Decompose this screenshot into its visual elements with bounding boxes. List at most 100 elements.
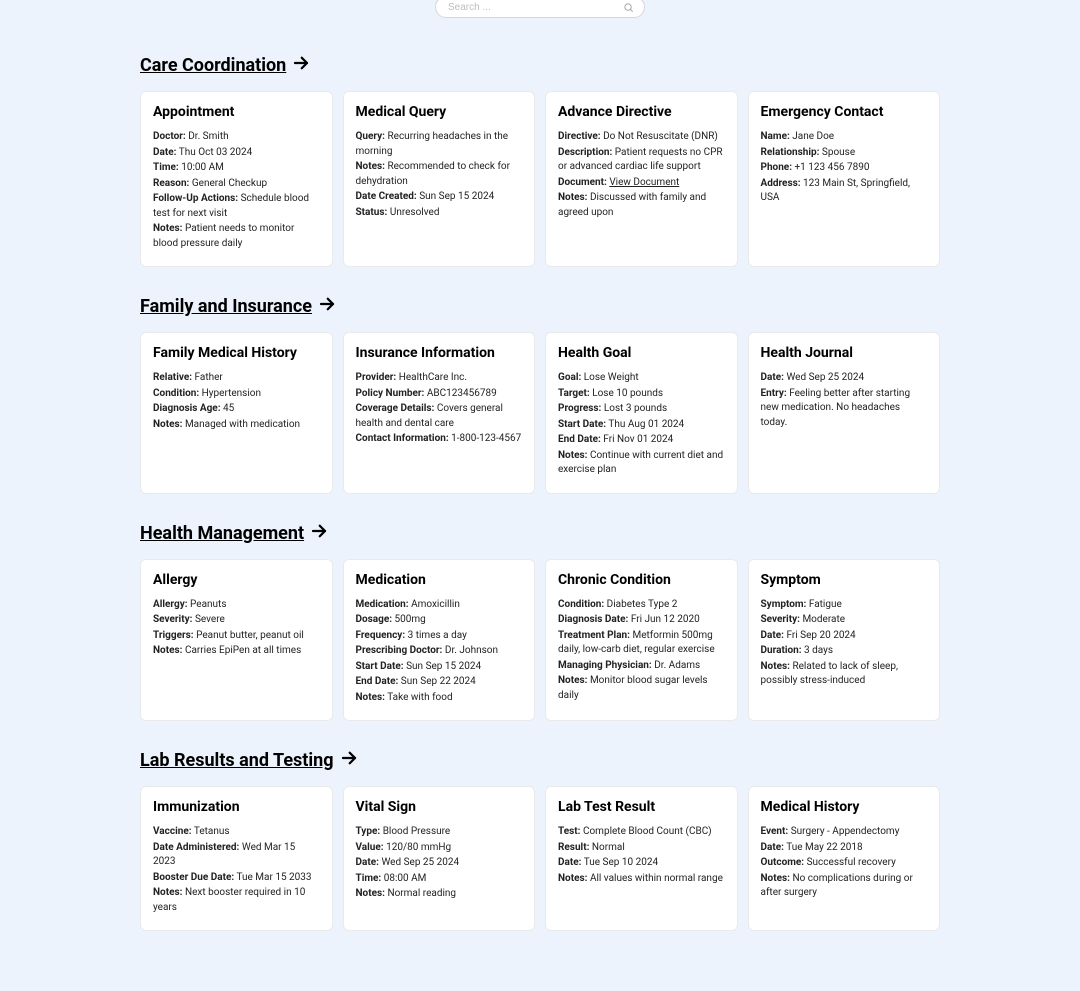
field-value: Fatigue bbox=[809, 599, 842, 610]
card-field: End Date: Sun Sep 22 2024 bbox=[356, 675, 523, 690]
field-label: Relative: bbox=[153, 372, 192, 383]
field-label: Progress: bbox=[558, 403, 601, 414]
field-label: Date Administered: bbox=[153, 842, 239, 853]
field-label: Notes: bbox=[761, 661, 790, 672]
card-field: Severity: Severe bbox=[153, 613, 320, 628]
card-field: Relative: Father bbox=[153, 371, 320, 386]
card-field: Test: Complete Blood Count (CBC) bbox=[558, 825, 725, 840]
field-label: Target: bbox=[558, 388, 590, 399]
card-field: Policy Number: ABC123456789 bbox=[356, 387, 523, 402]
section-title-lab[interactable]: Lab Results and Testing bbox=[140, 749, 940, 772]
field-label: Booster Due Date: bbox=[153, 872, 234, 883]
field-label: Diagnosis Date: bbox=[558, 614, 628, 625]
field-value: Peanuts bbox=[190, 599, 226, 610]
card-field: Outcome: Successful recovery bbox=[761, 856, 928, 871]
field-value: Fri Jun 12 2020 bbox=[631, 614, 700, 625]
field-value: Wed Sep 25 2024 bbox=[381, 857, 459, 868]
card-field: Document: View Document bbox=[558, 176, 725, 191]
card-field: Status: Unresolved bbox=[356, 206, 523, 221]
field-label: Date: bbox=[356, 857, 379, 868]
card-field: Notes: Discussed with family and agreed … bbox=[558, 191, 725, 220]
card-title: Health Goal bbox=[558, 345, 725, 361]
field-label: Frequency: bbox=[356, 630, 406, 641]
card-field: Directive: Do Not Resuscitate (DNR) bbox=[558, 130, 725, 145]
field-value: 10:00 AM bbox=[181, 162, 224, 173]
field-label: Severity: bbox=[153, 614, 192, 625]
field-label: Treatment Plan: bbox=[558, 630, 630, 641]
card-field: Time: 08:00 AM bbox=[356, 872, 523, 887]
card-field: Date: Tue Sep 10 2024 bbox=[558, 856, 725, 871]
card-field: Follow-Up Actions: Schedule blood test f… bbox=[153, 192, 320, 221]
field-value: Fri Sep 20 2024 bbox=[786, 630, 855, 641]
field-value: General Checkup bbox=[192, 178, 267, 189]
field-label: Symptom: bbox=[761, 599, 807, 610]
field-value: Spouse bbox=[822, 147, 855, 158]
field-value-link[interactable]: View Document bbox=[609, 177, 679, 188]
field-label: Notes: bbox=[356, 161, 385, 172]
card-field: Target: Lose 10 pounds bbox=[558, 387, 725, 402]
field-value: Peanut butter, peanut oil bbox=[196, 630, 304, 641]
card: AllergyAllergy: PeanutsSeverity: SevereT… bbox=[140, 559, 333, 722]
field-label: Name: bbox=[761, 131, 790, 142]
section-title-text: Care Coordination bbox=[140, 55, 286, 76]
field-label: Date: bbox=[761, 372, 784, 383]
card-field: Diagnosis Date: Fri Jun 12 2020 bbox=[558, 613, 725, 628]
card-field: Notes: No complications during or after … bbox=[761, 872, 928, 901]
card-field: Frequency: 3 times a day bbox=[356, 629, 523, 644]
card-field: Start Date: Thu Aug 01 2024 bbox=[558, 418, 725, 433]
search-box[interactable] bbox=[435, 0, 645, 18]
field-label: Status: bbox=[356, 207, 388, 218]
field-value: 3 times a day bbox=[408, 630, 467, 641]
field-label: Notes: bbox=[356, 888, 385, 899]
field-value: Lose Weight bbox=[584, 372, 639, 383]
field-value: 08:00 AM bbox=[384, 873, 427, 884]
field-label: Duration: bbox=[761, 645, 802, 656]
field-label: Notes: bbox=[153, 887, 182, 898]
field-label: Reason: bbox=[153, 178, 189, 189]
card-field: Duration: 3 days bbox=[761, 644, 928, 659]
field-label: Policy Number: bbox=[356, 388, 425, 399]
field-label: Time: bbox=[356, 873, 382, 884]
section-title-health[interactable]: Health Management bbox=[140, 522, 940, 545]
card-field: Notes: Normal reading bbox=[356, 887, 523, 902]
card-field: Reason: General Checkup bbox=[153, 177, 320, 192]
field-label: Doctor: bbox=[153, 131, 186, 142]
search-input[interactable] bbox=[448, 2, 617, 13]
arrow-right-icon bbox=[292, 54, 310, 77]
field-value: All values within normal range bbox=[590, 873, 723, 884]
field-label: End Date: bbox=[356, 676, 399, 687]
field-value: Managed with medication bbox=[185, 419, 300, 430]
field-label: End Date: bbox=[558, 434, 601, 445]
field-label: Diagnosis Age: bbox=[153, 403, 221, 414]
field-label: Query: bbox=[356, 131, 386, 142]
field-value: Jane Doe bbox=[792, 131, 834, 142]
card-row-lab: ImmunizationVaccine: TetanusDate Adminis… bbox=[140, 786, 940, 931]
field-label: Date: bbox=[153, 147, 176, 158]
card-title: Family Medical History bbox=[153, 345, 320, 361]
field-label: Notes: bbox=[558, 192, 587, 203]
section-title-care[interactable]: Care Coordination bbox=[140, 54, 940, 77]
card-field: Prescribing Doctor: Dr. Johnson bbox=[356, 644, 523, 659]
field-label: Value: bbox=[356, 842, 384, 853]
card-field: Managing Physician: Dr. Adams bbox=[558, 659, 725, 674]
field-label: Condition: bbox=[153, 388, 199, 399]
field-label: Medication: bbox=[356, 599, 409, 610]
card-field: Notes: Take with food bbox=[356, 691, 523, 706]
field-value: Wed Sep 25 2024 bbox=[786, 372, 864, 383]
field-value: Take with food bbox=[387, 692, 452, 703]
field-label: Directive: bbox=[558, 131, 601, 142]
card: AppointmentDoctor: Dr. SmithDate: Thu Oc… bbox=[140, 91, 333, 267]
card: Vital SignType: Blood PressureValue: 120… bbox=[343, 786, 536, 931]
card-field: Allergy: Peanuts bbox=[153, 598, 320, 613]
field-label: Date: bbox=[761, 630, 784, 641]
card-title: Emergency Contact bbox=[761, 104, 928, 120]
card-field: Diagnosis Age: 45 bbox=[153, 402, 320, 417]
field-value: Sun Sep 15 2024 bbox=[419, 191, 494, 202]
card-title: Advance Directive bbox=[558, 104, 725, 120]
field-value: Dr. Smith bbox=[188, 131, 228, 142]
section-title-family[interactable]: Family and Insurance bbox=[140, 295, 940, 318]
card-field: Relationship: Spouse bbox=[761, 146, 928, 161]
card-field: Notes: Patient needs to monitor blood pr… bbox=[153, 222, 320, 251]
field-value: Normal bbox=[592, 842, 625, 853]
field-label: Notes: bbox=[761, 873, 790, 884]
